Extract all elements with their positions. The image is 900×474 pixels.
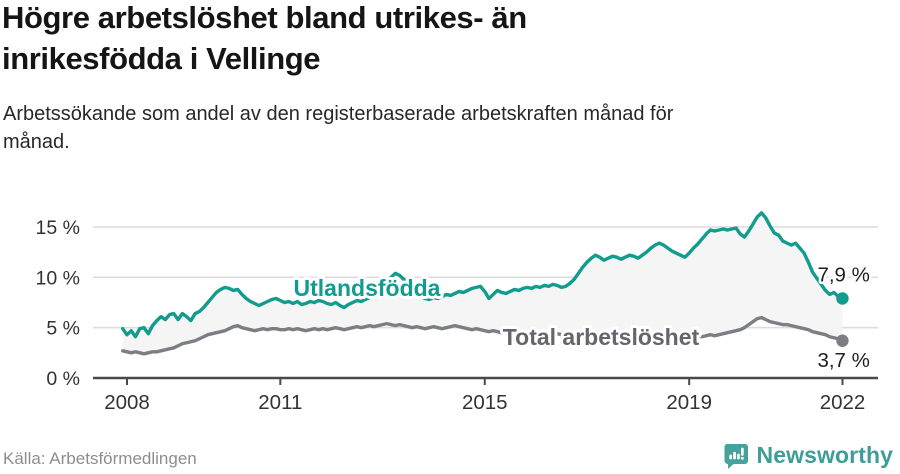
x-tick-label: 2008 [104,391,150,414]
newsworthy-logo-link[interactable]: Newsworthy [724,442,893,469]
source-attribution: Källa: Arbetsförmedlingen [3,449,197,468]
end-value-label: 3,7 % [817,349,869,372]
series-label-utlandsfodda: Utlandsfödda [294,275,441,301]
unemployment-chart: 2008 2011 2015 2019 2022 0 % 5 % 10 % 15 % Utland… [36,211,878,414]
newsworthy-wordmark: Newsworthy [756,442,893,468]
page-title: Högre arbetslöshet bland utrikes- än inr… [2,0,822,80]
series-line-total [121,315,845,356]
y-tick-label: 5 % [46,318,80,340]
x-tick-label: 2011 [258,391,302,414]
series-line-utlandsfodda [121,211,845,339]
subtitle-line-2: månad. [3,131,70,154]
newsworthy-icon [724,443,748,469]
title-line-2: inrikesfödda i Vellinge [2,40,321,76]
x-tick-label: 2022 [820,391,866,414]
subtitle-line-1: Arbetssökande som andel av den registerb… [3,103,674,125]
series-label-total-arbetsloshet: Total arbetslöshet [503,324,700,350]
series-end-dot [836,292,849,305]
y-tick-label: 0 % [46,368,80,390]
y-tick-label: 15 % [36,217,80,239]
x-tick-label: 2015 [462,391,508,414]
chart-subtitle: Arbetssökande som andel av den registerb… [3,100,883,157]
series-end-dot [836,334,849,347]
x-tick-label: 2019 [666,391,712,414]
area-between-series [122,212,843,354]
end-value-label: 7,9 % [817,263,869,286]
title-line-1: Högre arbetslöshet bland utrikes- än [2,0,527,35]
y-tick-label: 10 % [36,267,80,289]
